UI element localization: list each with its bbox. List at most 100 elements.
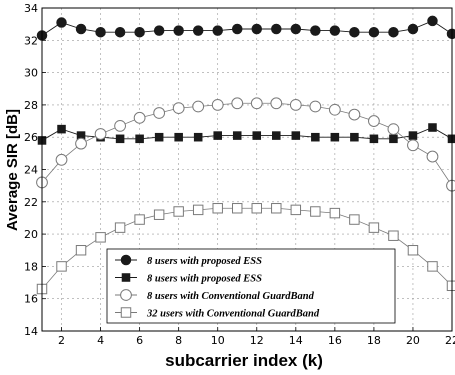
data-point-2-7 (154, 132, 164, 142)
data-point-2-6 (135, 134, 144, 144)
data-point-1-13 (271, 23, 282, 35)
data-point-1-17 (349, 26, 360, 38)
series-line-2 (41, 127, 453, 141)
data-point-3-22 (446, 179, 455, 192)
data-point-1-7 (153, 25, 165, 36)
x-tick-label: 12 (250, 334, 264, 347)
x-tick-label: 20 (406, 334, 420, 347)
data-point-legend-2 (121, 273, 131, 282)
data-point-4-8 (173, 206, 184, 217)
data-point-3-6 (133, 111, 146, 124)
y-tick-label: 16 (24, 293, 38, 306)
legend-box (106, 248, 396, 324)
data-point-2-17 (350, 132, 359, 142)
data-point-2-8 (174, 132, 183, 142)
data-point-4-16 (329, 207, 341, 219)
data-point-2-11 (232, 131, 242, 140)
data-point-2-22 (447, 134, 455, 144)
data-point-4-6 (134, 214, 145, 225)
data-point-3-20 (407, 139, 419, 152)
data-point-4-15 (310, 206, 321, 217)
data-point-2-5 (115, 134, 125, 144)
data-point-2-15 (311, 132, 320, 142)
legend-label: 8 users with proposed ESS (147, 256, 262, 267)
data-point-3-18 (368, 115, 380, 127)
data-point-3-19 (387, 123, 400, 136)
data-point-4-14 (290, 204, 302, 216)
data-point-3-16 (328, 103, 341, 116)
data-point-2-16 (330, 132, 340, 142)
data-point-legend-4 (120, 307, 132, 318)
data-point-1-10 (212, 25, 223, 36)
y-tick-label: 30 (24, 67, 38, 80)
x-tick-label: 2 (58, 334, 65, 347)
data-point-2-2 (57, 124, 66, 134)
data-point-1-2 (56, 17, 67, 28)
series-line-4 (41, 207, 453, 290)
data-point-4-17 (349, 214, 360, 225)
data-point-4-4 (95, 232, 106, 243)
data-point-1-15 (310, 25, 321, 36)
data-point-2-10 (213, 131, 222, 140)
series-layer (36, 15, 455, 295)
data-point-3-8 (172, 102, 185, 115)
data-point-4-3 (75, 245, 87, 256)
data-point-2-13 (272, 131, 281, 140)
data-point-4-2 (56, 261, 67, 272)
data-point-4-9 (192, 204, 204, 216)
data-point-1-9 (192, 25, 204, 36)
y-tick-label: 34 (24, 2, 38, 15)
legend-label: 32 users with Conventional GuardBand (146, 309, 320, 320)
data-point-1-11 (231, 23, 243, 35)
y-tick-label: 22 (24, 196, 38, 209)
tick-layer: 2468101214161820221416182022242628303234 (24, 2, 455, 347)
data-point-legend-1 (120, 254, 132, 266)
data-point-4-5 (114, 222, 126, 233)
y-tick-label: 18 (24, 260, 38, 273)
data-point-4-19 (388, 230, 399, 241)
y-tick-label: 20 (24, 228, 38, 241)
data-point-2-9 (193, 132, 203, 142)
data-point-2-19 (389, 134, 398, 144)
y-tick-label: 24 (24, 164, 38, 177)
data-point-2-14 (291, 131, 301, 140)
y-tick-label: 14 (24, 325, 38, 338)
data-point-4-10 (212, 203, 223, 214)
legend-label: 8 users with proposed ESS (147, 274, 262, 285)
data-point-1-18 (368, 26, 380, 38)
data-point-2-21 (428, 123, 437, 132)
data-point-1-20 (407, 23, 419, 35)
data-point-3-2 (55, 153, 68, 166)
x-tick-label: 18 (367, 334, 381, 347)
data-point-3-13 (270, 97, 283, 110)
data-point-2-20 (408, 131, 418, 140)
data-point-1-16 (329, 25, 341, 36)
data-point-2-3 (76, 131, 86, 140)
data-point-4-13 (271, 203, 282, 214)
data-point-4-11 (232, 203, 243, 214)
data-point-3-21 (426, 150, 439, 163)
y-axis-title: Average SIR [dB] (4, 109, 21, 231)
series-line-1 (41, 20, 453, 36)
data-point-1-12 (251, 23, 263, 35)
data-point-3-5 (114, 119, 126, 132)
data-point-3-14 (289, 99, 302, 111)
data-point-3-4 (94, 128, 107, 140)
data-point-1-19 (388, 26, 399, 38)
data-point-4-7 (153, 209, 165, 220)
data-point-3-7 (153, 107, 166, 119)
series-3 (36, 97, 455, 192)
data-point-3-10 (211, 99, 224, 111)
data-point-3-12 (250, 97, 263, 110)
y-tick-label: 32 (24, 34, 38, 47)
data-point-4-21 (427, 261, 438, 272)
data-point-1-4 (95, 26, 106, 38)
data-point-3-3 (75, 137, 87, 150)
data-point-1-14 (290, 23, 302, 35)
data-point-1-6 (134, 26, 145, 38)
series-line-3 (41, 102, 453, 186)
data-point-4-22 (446, 280, 455, 292)
data-point-3-9 (192, 100, 205, 113)
data-point-4-20 (407, 245, 419, 256)
